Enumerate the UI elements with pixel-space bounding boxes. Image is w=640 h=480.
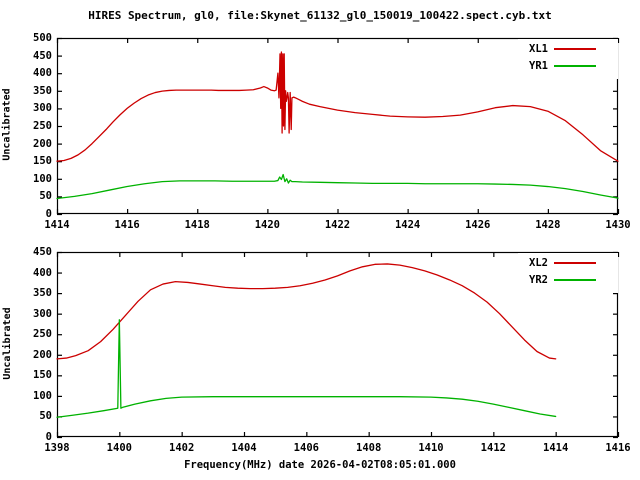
y-tick-label: 350 <box>33 287 52 300</box>
x-tick-label: 1402 <box>169 442 195 454</box>
legend-color-swatch <box>554 279 596 281</box>
legend-box <box>518 39 618 79</box>
y-tick-label: 300 <box>33 102 52 115</box>
legend-item-yr2[interactable]: YR2 <box>518 273 596 287</box>
x-tick-label: 1410 <box>418 442 444 454</box>
x-tick-label: 1424 <box>394 219 421 231</box>
x-tick-label: 1430 <box>605 219 631 231</box>
y-tick-label: 150 <box>33 369 52 382</box>
y-tick-label: 500 <box>33 32 52 44</box>
x-tick-label: 1426 <box>465 219 491 231</box>
y-tick-label: 300 <box>33 307 52 320</box>
legend-color-swatch <box>554 65 596 67</box>
x-tick-label: 1416 <box>605 442 631 454</box>
y-tick-label: 200 <box>33 137 52 150</box>
x-tick-label: 1400 <box>106 442 132 454</box>
legend-label: YR1 <box>529 60 548 72</box>
y-tick-label: 0 <box>45 431 52 443</box>
x-tick-label: 1414 <box>543 442 569 454</box>
y-tick-label: 250 <box>33 328 52 341</box>
x-tick-label: 1414 <box>44 219 70 231</box>
legend-label: XL1 <box>529 43 548 55</box>
y-tick-label: 150 <box>33 155 52 168</box>
x-tick-label: 1422 <box>324 219 351 231</box>
y-tick-label: 0 <box>45 208 52 220</box>
x-tick-label: 1416 <box>114 219 140 231</box>
legend-color-swatch <box>554 262 596 264</box>
y-tick-label: 400 <box>33 266 52 279</box>
x-tick-label: 1408 <box>356 442 382 454</box>
legend-item-xl1[interactable]: XL1 <box>518 42 596 56</box>
y-tick-label: 350 <box>33 84 52 97</box>
y-tick-label: 50 <box>39 190 52 203</box>
y-tick-label: 250 <box>33 120 52 132</box>
legend-label: YR2 <box>529 274 548 286</box>
y-tick-label: 200 <box>33 348 52 361</box>
legend-item-xl2[interactable]: XL2 <box>518 256 596 270</box>
x-tick-label: 1412 <box>480 442 506 454</box>
y-tick-label: 450 <box>33 246 52 258</box>
x-tick-label: 1406 <box>293 442 319 454</box>
y-tick-label: 100 <box>33 389 52 402</box>
x-tick-label: 1418 <box>184 219 210 231</box>
page-title: HIRES Spectrum, gl0, file:Skynet_61132_g… <box>88 9 552 22</box>
x-tick-label: 1428 <box>535 219 561 231</box>
legend-item-yr1[interactable]: YR1 <box>518 59 596 73</box>
legend-color-swatch <box>554 48 596 50</box>
legend-box <box>518 253 618 293</box>
y-tick-label: 100 <box>33 172 52 185</box>
x-tick-label: 1404 <box>231 442 257 454</box>
x-tick-label: 1398 <box>44 442 70 454</box>
x-tick-label: 1420 <box>254 219 281 231</box>
y-tick-label: 450 <box>33 49 52 62</box>
y-tick-label: 400 <box>33 67 52 80</box>
y-tick-label: 50 <box>39 410 52 423</box>
legend-label: XL2 <box>529 257 548 269</box>
x-axis-label: Frequency(MHz) date 2026-04-02T08:05:01.… <box>184 459 456 471</box>
